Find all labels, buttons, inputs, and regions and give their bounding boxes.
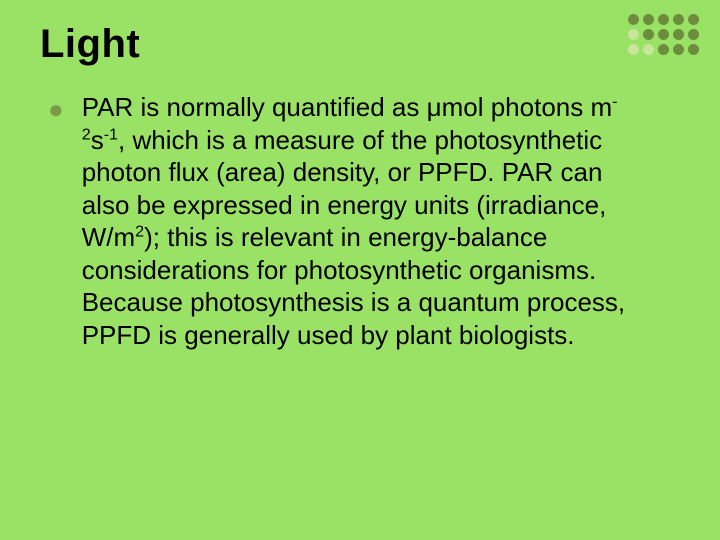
decor-dot (628, 14, 639, 25)
decor-dot (688, 14, 699, 25)
decor-dot (673, 14, 684, 25)
superscript: 2 (135, 222, 144, 240)
decor-dot (658, 14, 669, 25)
slide: Light ● PAR is normally quantified as μm… (0, 0, 720, 540)
decor-dot (658, 29, 669, 40)
decor-dot (688, 29, 699, 40)
bullet-glyph: ● (48, 93, 64, 126)
corner-dot-grid (628, 14, 700, 56)
decor-dot (643, 14, 654, 25)
decor-dot (628, 29, 639, 40)
superscript: -1 (104, 125, 118, 143)
decor-dot (673, 29, 684, 40)
slide-body-text: PAR is normally quantified as μmol photo… (82, 91, 642, 351)
slide-title: Light (40, 22, 680, 67)
superscript: -2 (82, 92, 618, 143)
decor-dot (688, 44, 699, 55)
decor-dot (643, 29, 654, 40)
decor-dot (628, 44, 639, 55)
decor-dot (658, 44, 669, 55)
decor-dot (673, 44, 684, 55)
decor-dot (643, 44, 654, 55)
bullet-row: ● PAR is normally quantified as μmol pho… (40, 91, 680, 351)
